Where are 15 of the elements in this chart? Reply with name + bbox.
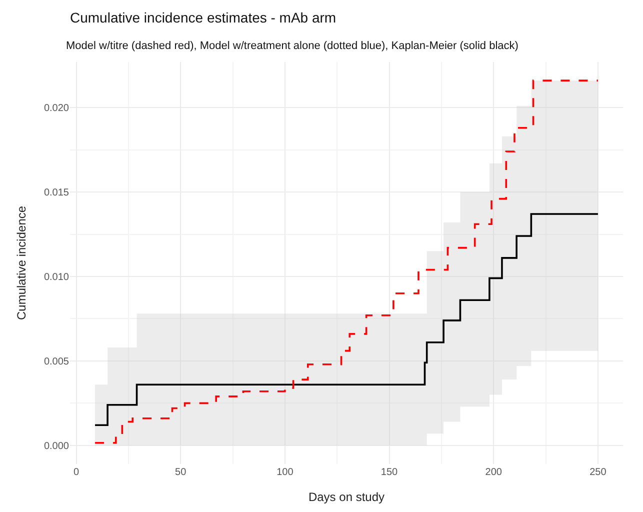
y-tick-label: 0.005 <box>44 356 70 368</box>
x-axis-title: Days on study <box>308 490 385 504</box>
x-tick-label: 100 <box>276 467 294 478</box>
x-tick-label: 0 <box>73 467 80 478</box>
y-tick-label: 0.020 <box>44 103 70 114</box>
chart-subtitle: Model w/titre (dashed red), Model w/treatment alone (dotted blue), Kaplan-Meier (solid black) <box>66 40 518 52</box>
y-tick-label: 0.015 <box>44 188 70 199</box>
x-tick-label: 150 <box>380 467 398 478</box>
y-tick-label: 0.010 <box>44 272 70 284</box>
chart-title: Cumulative incidence estimates - mAb arm <box>70 10 336 26</box>
x-tick-label: 50 <box>175 467 187 478</box>
x-tick-label: 200 <box>485 467 502 478</box>
y-tick-label: 0.000 <box>44 440 70 452</box>
y-axis-title: Cumulative incidence <box>14 206 28 320</box>
x-tick-label: 250 <box>590 467 607 478</box>
